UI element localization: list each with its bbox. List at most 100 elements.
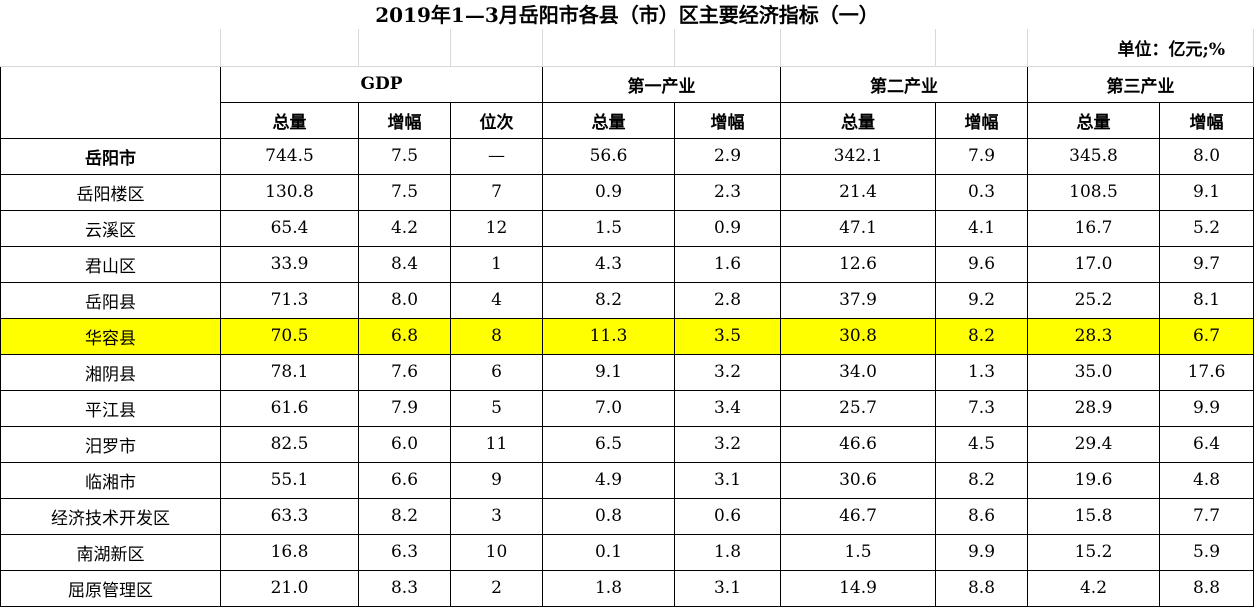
tertiary-growth-cell: 6.4 <box>1159 425 1254 463</box>
primary-total-cell: 0.1 <box>542 533 675 571</box>
region-cell: 君山区 <box>0 245 221 283</box>
header-primary-total: 总量 <box>542 101 675 139</box>
primary-total-cell: 0.9 <box>542 173 675 211</box>
region-cell: 云溪区 <box>0 209 221 247</box>
tertiary-total-cell: 25.2 <box>1027 281 1160 319</box>
gdp-growth-cell: 4.2 <box>358 209 451 247</box>
tertiary-total-cell: 28.3 <box>1027 317 1160 355</box>
gdp-total-cell: 744.5 <box>220 137 359 175</box>
table-row: 岳阳市 744.5 7.5—56.6 2.9 342.1 7.9 345.8 8.0 <box>0 137 1254 175</box>
secondary-growth-cell: 9.9 <box>935 533 1028 571</box>
secondary-growth-cell: 9.6 <box>935 245 1028 283</box>
gdp-rank-cell: 4 <box>450 281 543 319</box>
header-gdp-total: 总量 <box>220 101 359 139</box>
region-cell: 华容县 <box>0 317 221 355</box>
tertiary-growth-cell: 9.1 <box>1159 173 1254 211</box>
header-gdp-rank: 位次 <box>450 101 543 139</box>
header-gdp-growth: 增幅 <box>358 101 451 139</box>
gdp-total-cell: 82.5 <box>220 425 359 463</box>
gdp-growth-cell: 7.5 <box>358 173 451 211</box>
primary-growth-cell: 3.2 <box>674 353 781 391</box>
secondary-total-cell: 47.1 <box>780 209 936 247</box>
secondary-total-cell: 342.1 <box>780 137 936 175</box>
primary-growth-cell: 2.8 <box>674 281 781 319</box>
primary-total-cell: 8.2 <box>542 281 675 319</box>
tertiary-total-cell: 35.0 <box>1027 353 1160 391</box>
secondary-total-cell: 34.0 <box>780 353 936 391</box>
gdp-growth-cell: 8.3 <box>358 569 451 607</box>
primary-growth-cell: 3.4 <box>674 389 781 427</box>
primary-total-cell: 11.3 <box>542 317 675 355</box>
primary-growth-cell: 3.1 <box>674 569 781 607</box>
tertiary-growth-cell: 17.6 <box>1159 353 1254 391</box>
unit-label: 单位：亿元;% <box>1027 29 1254 67</box>
gdp-rank-cell: 9 <box>450 461 543 499</box>
gdp-growth-cell: 6.0 <box>358 425 451 463</box>
secondary-total-cell: 37.9 <box>780 281 936 319</box>
secondary-total-cell: 30.8 <box>780 317 936 355</box>
gdp-rank-cell: 11 <box>450 425 543 463</box>
group-header-row: GDP 第一产业 第二产业 第三产业 <box>0 65 1254 139</box>
tertiary-total-cell: 108.5 <box>1027 173 1160 211</box>
region-cell: 经济技术开发区 <box>0 497 221 535</box>
gdp-growth-cell: 8.4 <box>358 245 451 283</box>
gdp-total-cell: 78.1 <box>220 353 359 391</box>
tertiary-total-cell: 28.9 <box>1027 389 1160 427</box>
secondary-growth-cell: 0.3 <box>935 173 1028 211</box>
gdp-total-cell: 130.8 <box>220 173 359 211</box>
gdp-total-cell: 63.3 <box>220 497 359 535</box>
gdp-total-cell: 33.9 <box>220 245 359 283</box>
primary-growth-cell: 1.8 <box>674 533 781 571</box>
gdp-rank-cell: 8 <box>450 317 543 355</box>
header-secondary-growth: 增幅 <box>935 101 1028 139</box>
gdp-total-cell: 61.6 <box>220 389 359 427</box>
table-body: 岳阳市 744.5 7.5—56.6 2.9 342.1 7.9 345.8 8.0 岳阳楼区 1… <box>0 137 1254 607</box>
secondary-total-cell: 14.9 <box>780 569 936 607</box>
primary-growth-cell: 2.9 <box>674 137 781 175</box>
region-cell: 汨罗市 <box>0 425 221 463</box>
primary-total-cell: 1.5 <box>542 209 675 247</box>
economic-indicators-table: 单位：亿元;% GDP 第一产业 第二产业 第三产业 总量 增幅 位次 总量 增… <box>0 29 1254 607</box>
primary-total-cell: 6.5 <box>542 425 675 463</box>
tertiary-total-cell: 345.8 <box>1027 137 1160 175</box>
table-row: 云溪区 65.4 4.2 12 1.5 0.9 47.1 4.1 16.7 5.2 <box>0 209 1254 247</box>
primary-growth-cell: 3.5 <box>674 317 781 355</box>
header-primary-industry: 第一产业 <box>542 65 781 103</box>
table-row: 湘阴县 78.1 7.6 6 9.1 3.2 34.0 1.3 35.0 17.6 <box>0 353 1254 391</box>
gdp-growth-cell: 8.2 <box>358 497 451 535</box>
secondary-growth-cell: 7.9 <box>935 137 1028 175</box>
gdp-total-cell: 55.1 <box>220 461 359 499</box>
gdp-growth-cell: 8.0 <box>358 281 451 319</box>
secondary-growth-cell: 8.2 <box>935 317 1028 355</box>
primary-total-cell: 9.1 <box>542 353 675 391</box>
tertiary-total-cell: 4.2 <box>1027 569 1160 607</box>
tertiary-growth-cell: 9.9 <box>1159 389 1254 427</box>
gdp-growth-cell: 7.6 <box>358 353 451 391</box>
table-row: 君山区 33.9 8.4 1 4.3 1.6 12.6 9.6 17.0 9.7 <box>0 245 1254 283</box>
gdp-rank-cell: 2 <box>450 569 543 607</box>
secondary-growth-cell: 1.3 <box>935 353 1028 391</box>
table-row: 岳阳县 71.3 8.0 4 8.2 2.8 37.9 9.2 25.2 8.1 <box>0 281 1254 319</box>
header-tertiary-total: 总量 <box>1027 101 1160 139</box>
primary-growth-cell: 0.6 <box>674 497 781 535</box>
tertiary-growth-cell: 8.1 <box>1159 281 1254 319</box>
tertiary-total-cell: 29.4 <box>1027 425 1160 463</box>
secondary-growth-cell: 4.5 <box>935 425 1028 463</box>
tertiary-total-cell: 17.0 <box>1027 245 1160 283</box>
gdp-rank-cell: 6 <box>450 353 543 391</box>
secondary-growth-cell: 8.6 <box>935 497 1028 535</box>
primary-growth-cell: 3.2 <box>674 425 781 463</box>
secondary-total-cell: 46.6 <box>780 425 936 463</box>
tertiary-total-cell: 15.8 <box>1027 497 1160 535</box>
secondary-growth-cell: 9.2 <box>935 281 1028 319</box>
table-row: 屈原管理区 21.0 8.3 2 1.8 3.1 14.9 8.8 4.2 8.8 <box>0 569 1254 607</box>
gdp-rank-cell: 10 <box>450 533 543 571</box>
page-title: 2019年1—3月岳阳市各县（市）区主要经济指标（一） <box>375 3 879 27</box>
primary-total-cell: 4.3 <box>542 245 675 283</box>
region-header-cell <box>0 65 221 139</box>
region-cell: 南湖新区 <box>0 533 221 571</box>
tertiary-growth-cell: 7.7 <box>1159 497 1254 535</box>
tertiary-growth-cell: 5.2 <box>1159 209 1254 247</box>
gdp-rank-cell: 12 <box>450 209 543 247</box>
primary-growth-cell: 0.9 <box>674 209 781 247</box>
